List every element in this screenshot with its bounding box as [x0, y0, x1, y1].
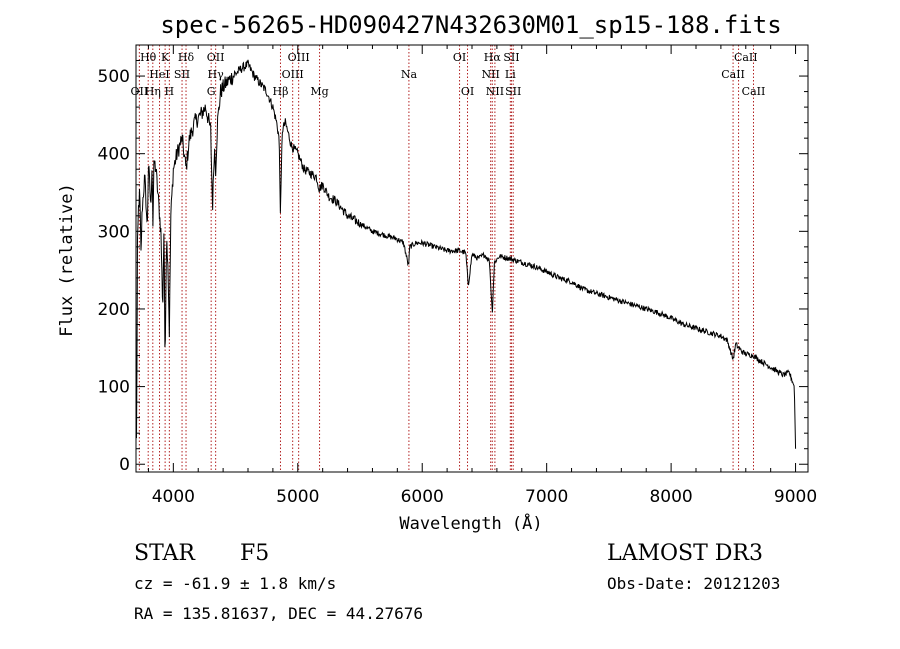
line-id-label: Li	[505, 68, 516, 81]
object-class: STAR	[134, 541, 196, 566]
line-id-label: K	[161, 51, 170, 64]
line-id-label: OI	[461, 85, 474, 98]
y-tick-label: 0	[119, 455, 130, 475]
x-tick-label: 5000	[276, 487, 319, 507]
y-tick-label: 300	[98, 222, 130, 242]
line-id-label: CaII	[734, 51, 758, 64]
redshift-velocity: cz = -61.9 ± 1.8 km/s	[134, 574, 336, 593]
y-tick-label: 100	[98, 378, 130, 398]
observation-date: Obs-Date: 20121203	[607, 574, 780, 593]
x-tick-label: 9000	[774, 487, 817, 507]
line-id-label: CaII	[742, 85, 766, 98]
line-id-label: Hγ	[208, 68, 225, 81]
x-tick-label: 8000	[649, 487, 692, 507]
line-id-label: NII	[486, 85, 504, 98]
y-tick-label: 400	[98, 145, 130, 165]
axes: 4000 5000 6000 7000 8000 9000 0 100 200 300 400 500	[98, 44, 817, 507]
line-markers	[138, 45, 754, 472]
spectrum-series	[135, 59, 797, 449]
object-subclass: F5	[240, 541, 269, 566]
line-id-label: Mg	[310, 85, 328, 98]
line-id-label: Na	[401, 68, 418, 81]
x-tick-label: 7000	[525, 487, 568, 507]
line-id-label: NII	[482, 68, 500, 81]
line-id-label: SII	[503, 51, 519, 64]
spectrum-line	[135, 59, 797, 449]
line-id-label: Hθ	[140, 51, 157, 64]
line-id-label: OIII	[288, 51, 310, 64]
line-id-label: SII	[174, 68, 190, 81]
coordinates: RA = 135.81637, DEC = 44.27676	[134, 604, 423, 623]
line-id-label: CaII	[721, 68, 745, 81]
line-id-label: Hδ	[178, 51, 195, 64]
line-id-label: Hη	[145, 85, 161, 98]
y-tick-label: 500	[98, 67, 130, 87]
chart-title: spec-56265-HD090427N432630M01_sp15-188.f…	[160, 11, 781, 39]
line-id-label: OI	[453, 51, 466, 64]
plot-frame	[135, 44, 809, 473]
y-tick-label: 200	[98, 300, 130, 320]
x-tick-label: 4000	[152, 487, 195, 507]
y-axis-label: Flux (relative)	[57, 183, 77, 337]
line-id-label: Hβ	[273, 85, 289, 98]
x-tick-label: 6000	[401, 487, 444, 507]
line-id-label: HeI	[149, 68, 169, 81]
line-id-label: G	[207, 85, 216, 98]
line-id-label: SII	[505, 85, 521, 98]
line-id-label: OII	[207, 51, 225, 64]
survey-name: LAMOST DR3	[607, 541, 763, 566]
line-id-label: OIII	[282, 68, 304, 81]
line-id-label: Hα	[484, 51, 502, 64]
line-id-label: H	[165, 85, 175, 98]
x-axis-label: Wavelength (Å)	[399, 512, 542, 534]
